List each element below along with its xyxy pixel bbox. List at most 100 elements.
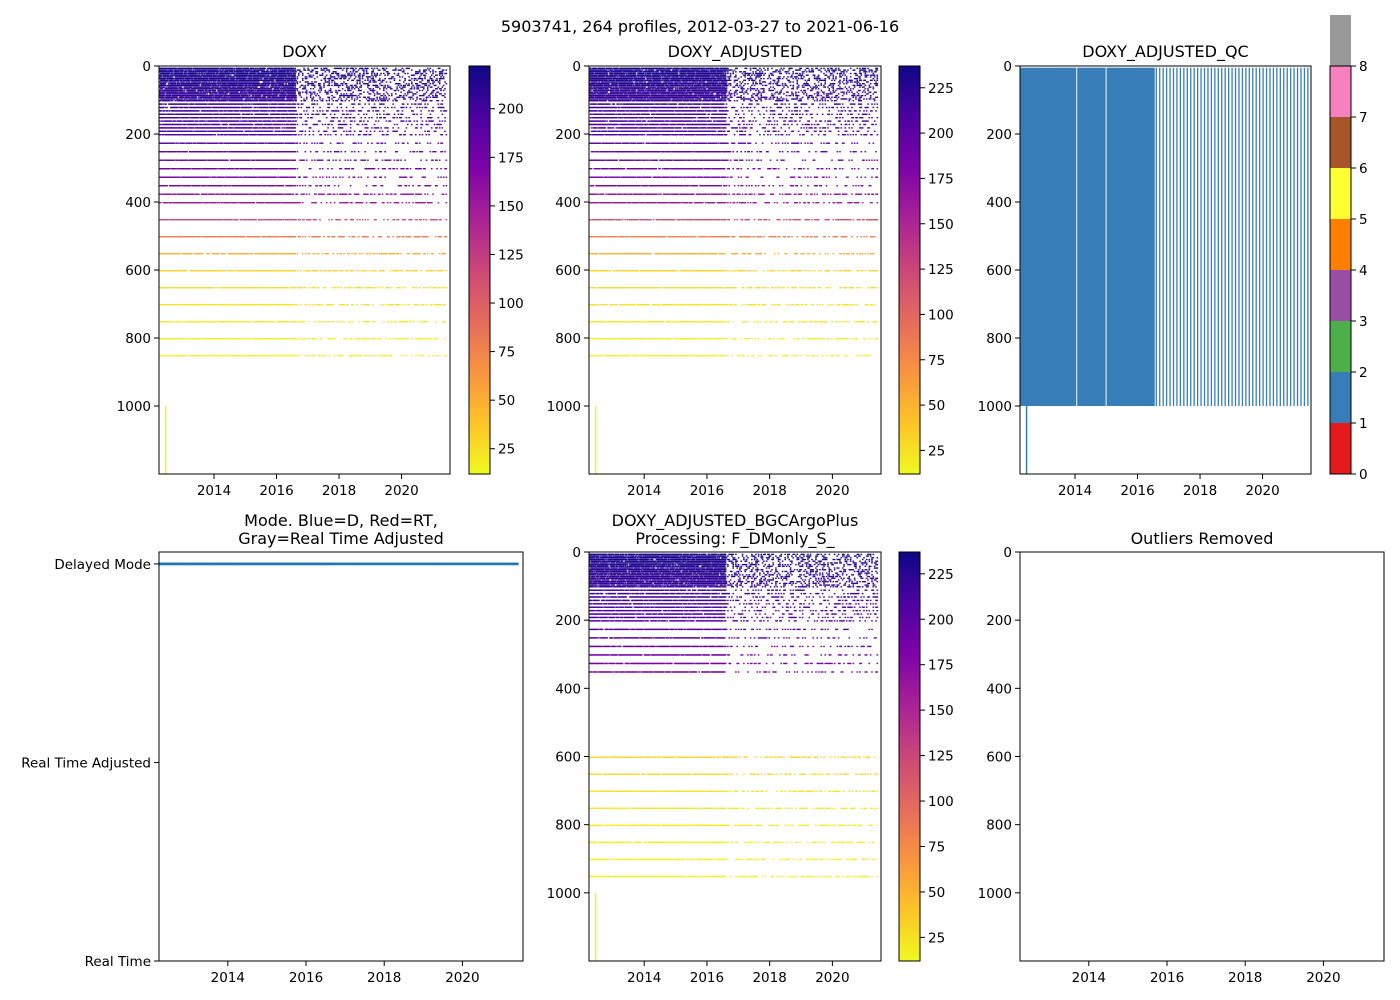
oxygen-cell (178, 117, 180, 118)
oxygen-cell (171, 120, 173, 121)
oxygen-cell (164, 355, 166, 356)
oxygen-cell (184, 81, 186, 82)
oxygen-cell (164, 86, 166, 87)
oxygen-cell (186, 127, 188, 128)
oxygen-cell (189, 80, 191, 81)
oxygen-cell (160, 134, 162, 135)
oxygen-cell (185, 304, 187, 305)
oxygen-cell (174, 81, 176, 82)
oxygen-cell (173, 270, 175, 271)
oxygen-cell (164, 270, 166, 271)
oxygen-cell (161, 75, 163, 76)
oxygen-cell (161, 76, 163, 77)
oxygen-cell (185, 338, 187, 339)
oxygen-cell (162, 88, 164, 89)
oxygen-cell (174, 160, 176, 161)
oxygen-cell (187, 103, 189, 104)
oxygen-cell (172, 80, 174, 81)
oxygen-cell (187, 160, 189, 161)
oxygen-cell (185, 69, 187, 70)
oxygen-cell (182, 73, 184, 74)
oxygen-cell (180, 185, 182, 186)
oxygen-cell (178, 81, 180, 82)
oxygen-cell (173, 114, 175, 115)
heatmap-marks (159, 68, 447, 357)
oxygen-cell (174, 98, 176, 99)
oxygen-cell (166, 69, 168, 70)
figure-suptitle: 5903741, 264 profiles, 2012-03-27 to 202… (501, 17, 899, 36)
oxygen-cell (164, 83, 166, 84)
oxygen-cell (186, 321, 188, 322)
oxygen-cell (181, 124, 183, 125)
oxygen-cell (182, 236, 184, 237)
oxygen-cell (178, 80, 180, 81)
oxygen-cell (184, 92, 186, 93)
oxygen-cell (189, 338, 191, 339)
oxygen-cell (176, 253, 178, 254)
oxygen-cell (165, 321, 167, 322)
oxygen-cell (172, 321, 174, 322)
oxygen-cell (186, 98, 188, 99)
oxygen-cell (163, 97, 165, 98)
oxygen-cell (185, 270, 187, 271)
oxygen-cell (164, 92, 166, 93)
oxygen-cell (184, 90, 186, 91)
oxygen-cell (180, 151, 182, 152)
oxygen-cell (189, 81, 191, 82)
oxygen-cell (169, 168, 171, 169)
oxygen-cell (176, 143, 178, 144)
panel-title: DOXY (282, 42, 327, 61)
oxygen-cell (169, 73, 171, 74)
oxygen-cell (168, 355, 170, 356)
oxygen-cell (175, 68, 177, 69)
oxygen-cell (174, 143, 176, 144)
oxygen-cell (165, 86, 167, 87)
oxygen-cell (179, 177, 181, 178)
oxygen-cell (164, 253, 166, 254)
oxygen-cell (169, 100, 171, 101)
oxygen-cell (167, 110, 169, 111)
oxygen-cell (182, 107, 184, 108)
oxygen-cell (164, 93, 166, 94)
oxygen-cell (169, 110, 171, 111)
oxygen-cell (162, 160, 164, 161)
oxygen-cell (183, 338, 185, 339)
oxygen-cell (164, 107, 166, 108)
oxygen-cell (186, 355, 188, 356)
oxygen-cell (185, 92, 187, 93)
oxygen-cell (180, 134, 182, 135)
oxygen-cell (160, 124, 162, 125)
oxygen-cell (182, 90, 184, 91)
oxygen-cell (161, 103, 163, 104)
oxygen-cell (175, 151, 177, 152)
oxygen-cell (176, 86, 178, 87)
oxygen-cell (170, 95, 172, 96)
oxygen-cell (177, 304, 179, 305)
oxygen-cell (166, 107, 168, 108)
oxygen-cell (177, 88, 179, 89)
oxygen-cell (172, 73, 174, 74)
oxygen-cell (186, 75, 188, 76)
oxygen-cell (184, 143, 186, 144)
oxygen-cell (188, 117, 190, 118)
oxygen-cell (166, 185, 168, 186)
oxygen-cell (172, 76, 174, 77)
oxygen-cell (183, 97, 185, 98)
oxygen-cell (177, 92, 179, 93)
oxygen-cell (167, 202, 169, 203)
oxygen-cell (171, 202, 173, 203)
oxygen-cell (163, 103, 165, 104)
oxygen-cell (166, 355, 168, 356)
oxygen-cell (163, 134, 165, 135)
oxygen-cell (174, 120, 176, 121)
oxygen-cell (167, 80, 169, 81)
oxygen-cell (177, 107, 179, 108)
oxygen-cell (172, 69, 174, 70)
oxygen-cell (176, 97, 178, 98)
oxygen-cell (187, 107, 189, 108)
oxygen-cell (186, 71, 188, 72)
oxygen-cell (164, 95, 166, 96)
oxygen-cell (172, 100, 174, 101)
oxygen-cell (189, 97, 191, 98)
oxygen-cell (171, 194, 173, 195)
